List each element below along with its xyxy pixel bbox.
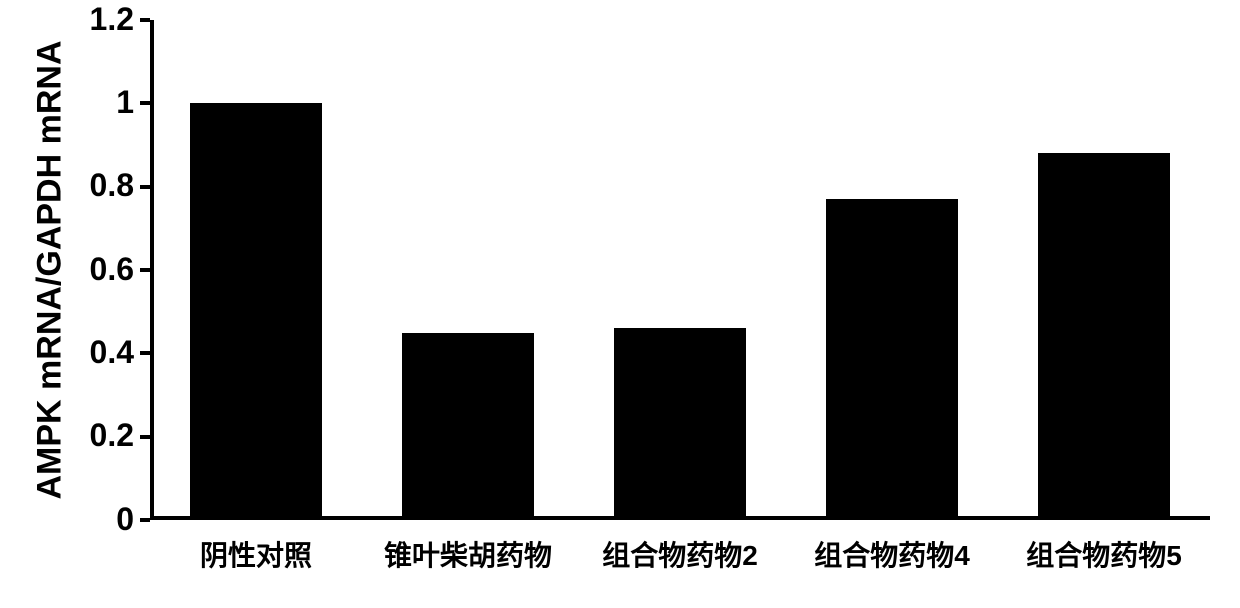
x-tick-label: 组合物药物2 <box>574 534 786 574</box>
y-tick-mark <box>140 435 150 439</box>
bar <box>826 199 957 520</box>
bar <box>402 333 533 521</box>
y-tick-label: 0.2 <box>54 417 134 454</box>
y-axis-line <box>150 20 154 520</box>
bar <box>190 103 321 520</box>
x-tick-label: 锥叶柴胡药物 <box>362 534 574 574</box>
plot-area: 00.20.40.60.811.2 <box>150 20 1210 520</box>
y-tick-label: 0.4 <box>54 334 134 371</box>
bar <box>1038 153 1169 520</box>
y-tick-mark <box>140 351 150 355</box>
x-tick-label: 组合物药物4 <box>786 534 998 574</box>
x-tick-label: 组合物药物5 <box>998 534 1210 574</box>
y-tick-mark <box>140 518 150 522</box>
y-tick-mark <box>140 185 150 189</box>
y-tick-label: 1 <box>54 84 134 121</box>
bar-chart: AMPK mRNA/GAPDH mRNA 00.20.40.60.811.2 阴… <box>0 0 1240 608</box>
y-tick-mark <box>140 101 150 105</box>
y-tick-label: 0.8 <box>54 167 134 204</box>
y-tick-mark <box>140 268 150 272</box>
x-tick-label: 阴性对照 <box>150 534 362 574</box>
y-tick-label: 1.2 <box>54 1 134 38</box>
y-tick-mark <box>140 18 150 22</box>
y-tick-label: 0.6 <box>54 251 134 288</box>
bar <box>614 328 745 520</box>
y-tick-label: 0 <box>54 501 134 538</box>
